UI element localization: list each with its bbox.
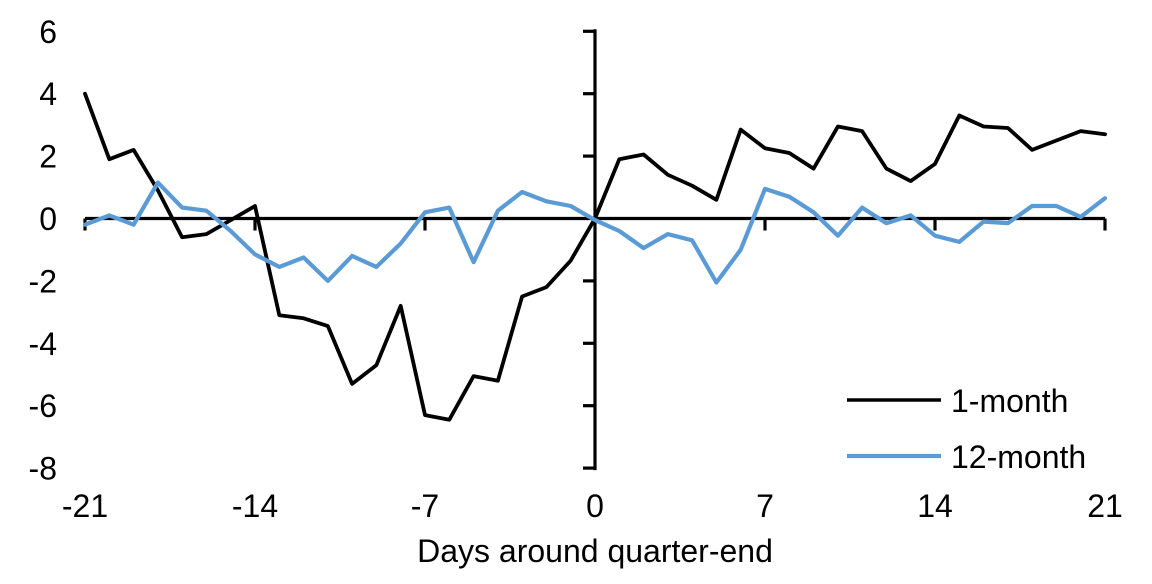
legend-label-1-month: 1-month [951,383,1068,419]
x-axis-title: Days around quarter-end [417,533,773,569]
x-tick-label: -21 [62,488,108,524]
tick-labels-group: -21 -14 -7 0 7 14 21 6 4 2 0 -2 -4 -6 -8 [29,14,1123,524]
legend: 1-month 12-month [847,383,1086,475]
x-tick-label: 21 [1087,488,1123,524]
tick-marks-group [83,29,1107,470]
x-tick-label: 7 [756,488,774,524]
x-tick-label: -14 [232,488,278,524]
y-tick-label: -8 [29,451,57,487]
y-tick-label: -4 [29,326,57,362]
y-tick-label: 2 [39,139,57,175]
y-tick-label: -6 [29,388,57,424]
y-tick-label: 6 [39,14,57,50]
x-tick-label: 0 [586,488,604,524]
y-tick-label: -2 [29,263,57,299]
y-tick-label: 4 [39,76,57,112]
x-tick-label: -7 [411,488,439,524]
series-group [82,91,1108,422]
y-tick-label: 0 [39,201,57,237]
series-line-12-month [82,180,1108,285]
legend-label-12-month: 12-month [951,439,1086,475]
x-tick-label: 14 [917,488,953,524]
